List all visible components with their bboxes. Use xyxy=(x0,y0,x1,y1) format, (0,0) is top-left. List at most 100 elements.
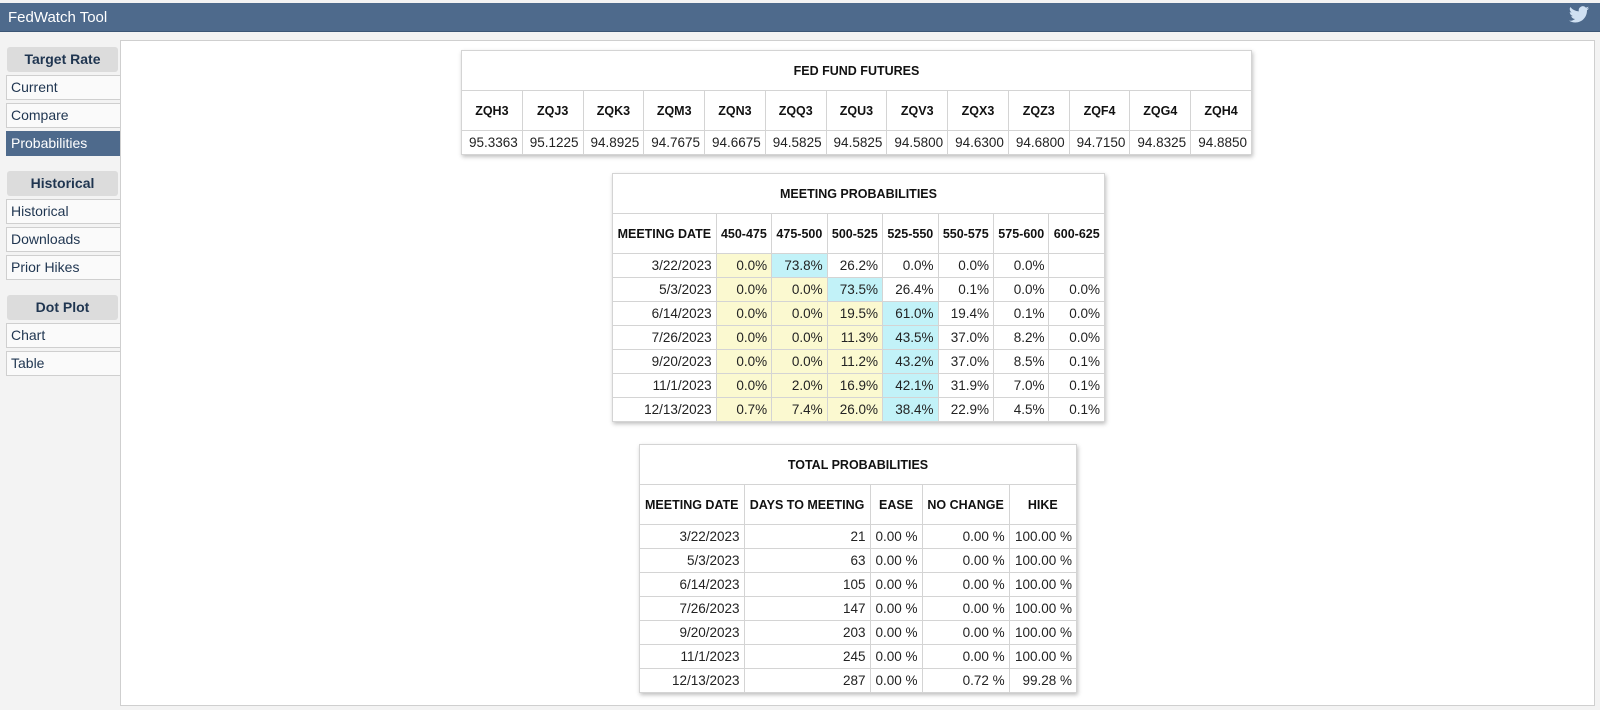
table-title: MEETING PROBABILITIES xyxy=(612,173,1105,214)
probability-cell: 11.2% xyxy=(826,349,884,374)
column-header: 600-625 xyxy=(1048,213,1105,254)
table-row: 6/14/2023 105 0.00 % 0.00 % 100.00 % xyxy=(639,572,1078,597)
column-header: ZQK3 xyxy=(582,90,645,131)
probability-cell: 38.4% xyxy=(882,397,939,422)
column-header: 475-500 xyxy=(771,213,828,254)
ease-probability: 0.00 % xyxy=(869,644,923,669)
column-header: 525-550 xyxy=(882,213,939,254)
table-row: 9/20/2023 0.0% 0.0% 11.2% 43.2% 37.0% 8.5% 0.1% xyxy=(612,349,1105,374)
futures-price: 94.8325 xyxy=(1129,130,1192,155)
column-header: ZQQ3 xyxy=(764,90,827,131)
probability-cell: 0.1% xyxy=(992,301,1050,326)
days-to-meeting: 287 xyxy=(743,668,871,693)
meeting-date: 12/13/2023 xyxy=(612,397,717,422)
meeting-date: 6/14/2023 xyxy=(639,572,745,597)
no-change-probability: 0.72 % xyxy=(921,668,1010,693)
meeting-date: 5/3/2023 xyxy=(639,548,745,573)
table-row: 3/22/2023 21 0.00 % 0.00 % 100.00 % xyxy=(639,524,1078,549)
probability-cell: 0.1% xyxy=(1048,349,1105,374)
hike-probability: 100.00 % xyxy=(1008,572,1078,597)
probability-cell: 26.2% xyxy=(826,253,884,278)
meeting-date: 6/14/2023 xyxy=(612,301,717,326)
sidebar-item-probabilities[interactable]: Probabilities xyxy=(6,131,120,156)
column-header: ZQN3 xyxy=(704,90,766,131)
column-header: ZQU3 xyxy=(825,90,888,131)
sidebar-item-chart[interactable]: Chart xyxy=(6,323,120,348)
sidebar-item-prior-hikes[interactable]: Prior Hikes xyxy=(6,255,120,280)
table-title: TOTAL PROBABILITIES xyxy=(639,444,1077,485)
probability-cell: 0.0% xyxy=(715,301,773,326)
meeting-date: 3/22/2023 xyxy=(612,253,717,278)
column-header: 450-475 xyxy=(715,213,773,254)
probability-cell: 0.0% xyxy=(1048,301,1105,326)
sidebar-group: Dot Plot Chart Table xyxy=(6,295,121,376)
probability-cell: 43.2% xyxy=(882,349,939,374)
futures-price: 94.6800 xyxy=(1007,130,1070,155)
table-row: 7/26/2023 147 0.00 % 0.00 % 100.00 % xyxy=(639,596,1078,621)
probability-cell: 11.3% xyxy=(826,325,884,350)
app-header: FedWatch Tool xyxy=(0,3,1600,32)
probability-cell: 26.4% xyxy=(882,277,939,302)
probability-cell: 0.0% xyxy=(992,253,1050,278)
probability-cell: 42.1% xyxy=(882,373,939,398)
column-header: ZQV3 xyxy=(886,90,949,131)
no-change-probability: 0.00 % xyxy=(921,572,1010,597)
probability-cell: 0.0% xyxy=(937,253,995,278)
sidebar-item-downloads[interactable]: Downloads xyxy=(6,227,120,252)
probability-cell: 0.0% xyxy=(715,373,773,398)
hike-probability: 100.00 % xyxy=(1008,644,1078,669)
probability-cell: 0.0% xyxy=(715,325,773,350)
hike-probability: 100.00 % xyxy=(1008,524,1078,549)
meeting-date: 9/20/2023 xyxy=(612,349,717,374)
futures-price: 95.1225 xyxy=(521,130,584,155)
sidebar-heading: Target Rate xyxy=(7,47,118,72)
probability-cell: 0.0% xyxy=(715,349,773,374)
probability-cell: 0.0% xyxy=(771,325,828,350)
no-change-probability: 0.00 % xyxy=(921,644,1010,669)
futures-price: 94.8850 xyxy=(1190,130,1252,155)
probability-cell: 0.1% xyxy=(1048,397,1105,422)
app-title: FedWatch Tool xyxy=(8,8,108,26)
table-row: 12/13/2023 0.7% 7.4% 26.0% 38.4% 22.9% 4.5% 0.1… xyxy=(612,397,1105,422)
days-to-meeting: 203 xyxy=(743,620,871,645)
twitter-bird-icon[interactable] xyxy=(1568,4,1590,31)
sidebar-item-historical[interactable]: Historical xyxy=(6,199,120,224)
probability-cell: 73.5% xyxy=(826,277,884,302)
table-row: 9/20/2023 203 0.00 % 0.00 % 100.00 % xyxy=(639,620,1078,645)
meeting-date: 5/3/2023 xyxy=(612,277,717,302)
ease-probability: 0.00 % xyxy=(869,596,923,621)
probability-cell: 7.4% xyxy=(771,397,828,422)
probability-cell: 37.0% xyxy=(937,349,995,374)
probability-cell: 26.0% xyxy=(826,397,884,422)
days-to-meeting: 147 xyxy=(743,596,871,621)
probability-cell: 0.0% xyxy=(771,349,828,374)
probability-cell: 7.0% xyxy=(992,373,1050,398)
table-row: 5/3/2023 0.0% 0.0% 73.5% 26.4% 0.1% 0.0% 0.0% xyxy=(612,277,1105,302)
meeting-date: 9/20/2023 xyxy=(639,620,745,645)
no-change-probability: 0.00 % xyxy=(921,620,1010,645)
sidebar-item-table[interactable]: Table xyxy=(6,351,120,376)
futures-price: 94.5825 xyxy=(825,130,888,155)
sidebar-item-compare[interactable]: Compare xyxy=(6,103,120,128)
table-row: 11/1/2023 245 0.00 % 0.00 % 100.00 % xyxy=(639,644,1078,669)
days-to-meeting: 21 xyxy=(743,524,871,549)
sidebar-item-current[interactable]: Current xyxy=(6,75,120,100)
probability-cell: 0.1% xyxy=(937,277,995,302)
probability-cell: 4.5% xyxy=(992,397,1050,422)
column-header: EASE xyxy=(869,484,923,525)
probability-cell: 0.0% xyxy=(771,277,828,302)
futures-price: 94.5800 xyxy=(886,130,949,155)
column-header: NO CHANGE xyxy=(921,484,1010,525)
hike-probability: 99.28 % xyxy=(1008,668,1078,693)
table-row: 6/14/2023 0.0% 0.0% 19.5% 61.0% 19.4% 0.1% 0.0% xyxy=(612,301,1105,326)
column-header: ZQM3 xyxy=(643,90,706,131)
column-header: ZQF4 xyxy=(1068,90,1131,131)
table-row: 7/26/2023 0.0% 0.0% 11.3% 43.5% 37.0% 8.2% 0.0% xyxy=(612,325,1105,350)
hike-probability: 100.00 % xyxy=(1008,548,1078,573)
no-change-probability: 0.00 % xyxy=(921,548,1010,573)
futures-price: 94.7675 xyxy=(643,130,706,155)
column-header: ZQH3 xyxy=(461,90,523,131)
column-header: DAYS TO MEETING xyxy=(743,484,871,525)
futures-price: 94.5825 xyxy=(764,130,827,155)
probability-cell: 22.9% xyxy=(937,397,995,422)
